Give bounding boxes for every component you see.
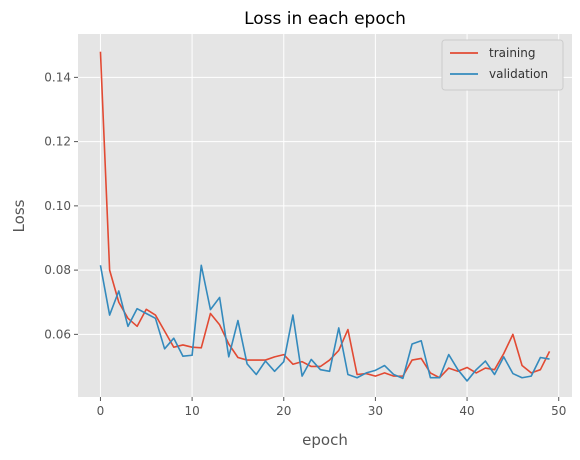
series-layer: [99, 51, 551, 382]
chart-title: Loss in each epoch: [244, 9, 406, 29]
x-axis-label: epoch: [302, 431, 348, 449]
x-ticks: 0 10 20 30 40 50: [97, 397, 566, 418]
y-tick-label: 0.06: [44, 327, 71, 341]
x-tick-label: 10: [184, 404, 199, 418]
legend-label-training: training: [489, 46, 536, 60]
y-tick-label: 0.08: [44, 263, 71, 277]
x-tick-label: 0: [97, 404, 105, 418]
y-tick-label: 0.10: [44, 199, 71, 213]
x-tick-label: 50: [551, 404, 566, 418]
x-tick-label: 30: [368, 404, 383, 418]
y-ticks: 0.06 0.08 0.10 0.12 0.14: [44, 70, 78, 341]
x-tick-label: 20: [276, 404, 291, 418]
legend: training validation: [441, 39, 564, 91]
x-tick-label: 40: [459, 404, 474, 418]
validation-series-line: [99, 264, 550, 382]
y-tick-label: 0.12: [44, 135, 71, 149]
legend-label-validation: validation: [489, 67, 548, 81]
y-axis-label: Loss: [10, 199, 28, 232]
y-tick-label: 0.14: [44, 70, 71, 84]
